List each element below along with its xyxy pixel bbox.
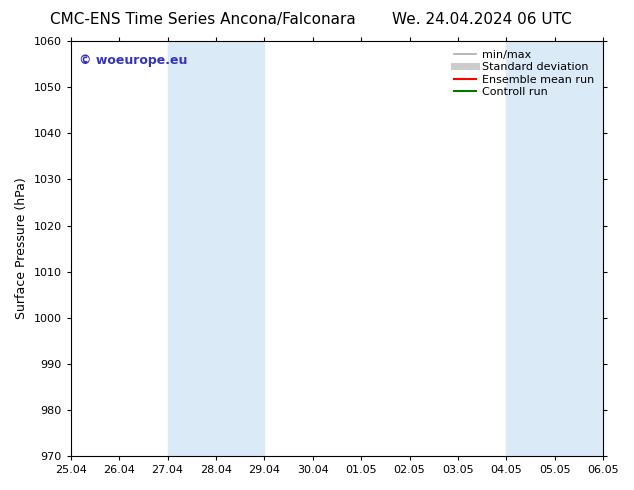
Y-axis label: Surface Pressure (hPa): Surface Pressure (hPa)	[15, 178, 28, 319]
Bar	[167, 41, 264, 456]
Legend: min/max, Standard deviation, Ensemble mean run, Controll run: min/max, Standard deviation, Ensemble me…	[451, 47, 598, 100]
Text: CMC-ENS Time Series Ancona/Falconara: CMC-ENS Time Series Ancona/Falconara	[50, 12, 356, 27]
Text: © woeurope.eu: © woeurope.eu	[79, 54, 187, 67]
Bar	[507, 41, 603, 456]
Text: We. 24.04.2024 06 UTC: We. 24.04.2024 06 UTC	[392, 12, 572, 27]
